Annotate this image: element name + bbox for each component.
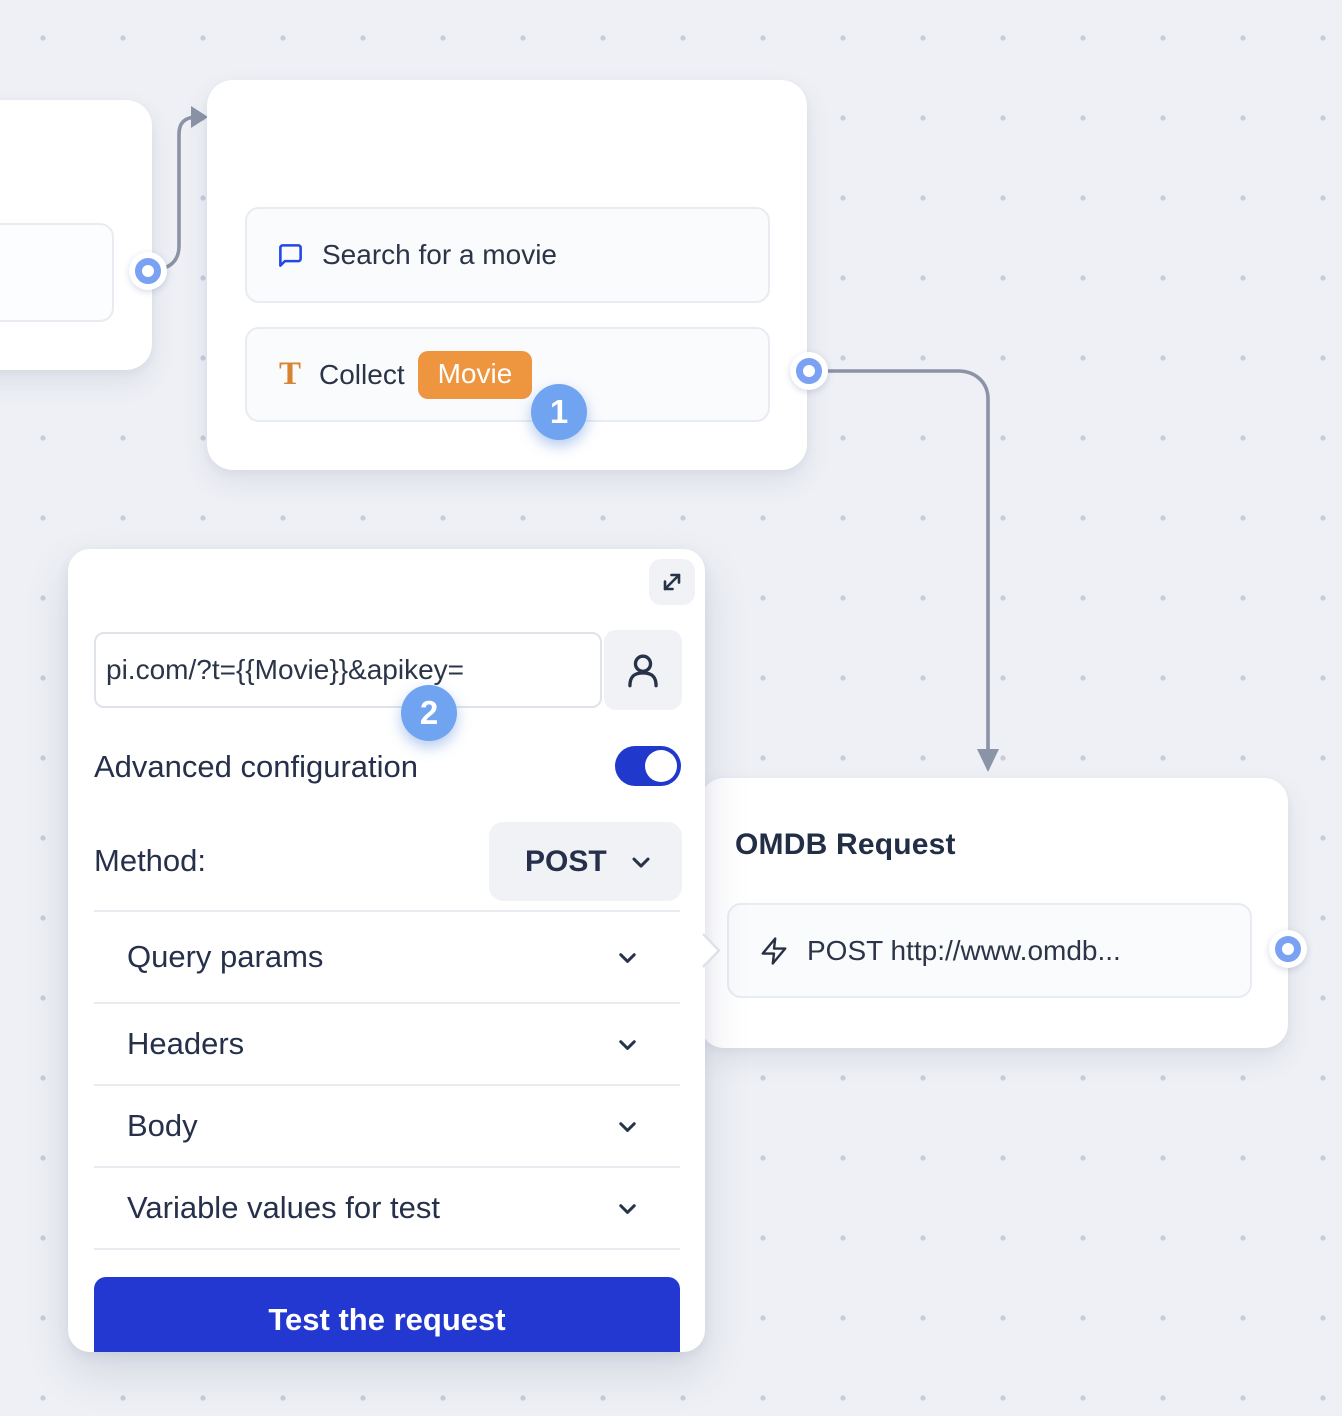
node-item-post-request[interactable]: POST http://www.omdb...: [727, 903, 1252, 998]
node-movie-search[interactable]: Movie search Search for a movie T Collec…: [207, 80, 807, 470]
chevron-down-icon: [619, 1121, 636, 1132]
output-port-partial-node[interactable]: [129, 252, 167, 290]
port-ring: [135, 258, 161, 284]
chevron-down-icon: [619, 1203, 636, 1214]
divider: [94, 1166, 680, 1168]
item-label: Search for a movie: [322, 239, 557, 270]
node-item-search-for-a-movie[interactable]: Search for a movie: [245, 207, 770, 303]
expand-button[interactable]: [649, 559, 695, 605]
output-port-collect-movie[interactable]: [790, 352, 828, 390]
divider: [94, 1248, 680, 1250]
connector-1-arrowhead: [191, 106, 208, 128]
divider: [94, 1084, 680, 1086]
method-dropdown[interactable]: POST: [489, 822, 682, 901]
port-ring: [1275, 936, 1301, 962]
connector-2-path: [822, 369, 990, 752]
chat-bubble-icon: [279, 243, 302, 267]
item-label: POST http://www.omdb...: [807, 934, 1121, 966]
chevron-down-icon: [619, 1039, 636, 1050]
item-label: Collect: [319, 358, 405, 390]
section-variable-values[interactable]: Variable values for test: [94, 1168, 680, 1248]
toggle-knob: [645, 750, 677, 782]
expand-icon: [663, 573, 681, 591]
method-label: Method:: [94, 843, 207, 878]
node-partial[interactable]: [0, 100, 152, 370]
connector-1-path: [159, 115, 201, 271]
divider: [94, 1002, 680, 1004]
node-item-empty[interactable]: [0, 223, 114, 322]
advanced-configuration-toggle[interactable]: [615, 746, 681, 786]
step-badge-1: 1: [531, 384, 587, 440]
test-the-request-button[interactable]: Test the request: [94, 1277, 680, 1352]
section-headers[interactable]: Headers: [94, 1004, 680, 1084]
section-label: Body: [127, 1108, 198, 1143]
chevron-down-icon: [619, 952, 636, 963]
request-config-panel: Advanced configuration Method: POST Quer…: [68, 549, 705, 1352]
person-icon: [628, 654, 658, 688]
url-input[interactable]: [94, 632, 602, 708]
section-label: Query params: [127, 939, 324, 974]
method-value: POST: [525, 844, 607, 878]
section-label: Headers: [127, 1026, 245, 1061]
divider: [94, 910, 680, 912]
step-badge-2: 2: [401, 685, 457, 741]
connector-2-arrowhead: [977, 749, 999, 772]
node-title-omdb-request: OMDB Request: [735, 828, 956, 861]
chevron-down-icon: [632, 857, 650, 868]
section-label: Variable values for test: [127, 1190, 441, 1225]
port-ring: [796, 358, 822, 384]
text-icon: T: [279, 356, 302, 392]
person-button[interactable]: [604, 630, 682, 710]
output-port-omdb-request[interactable]: [1269, 930, 1307, 968]
section-body[interactable]: Body: [94, 1086, 680, 1166]
advanced-configuration-label: Advanced configuration: [94, 749, 419, 784]
variable-badge-movie[interactable]: Movie: [417, 350, 533, 399]
node-omdb-request[interactable]: OMDB Request POST http://www.omdb...: [700, 778, 1288, 1048]
zap-icon: [761, 936, 787, 965]
node-item-collect-movie[interactable]: T Collect Movie: [245, 327, 770, 422]
section-query-params[interactable]: Query params: [94, 914, 680, 1000]
